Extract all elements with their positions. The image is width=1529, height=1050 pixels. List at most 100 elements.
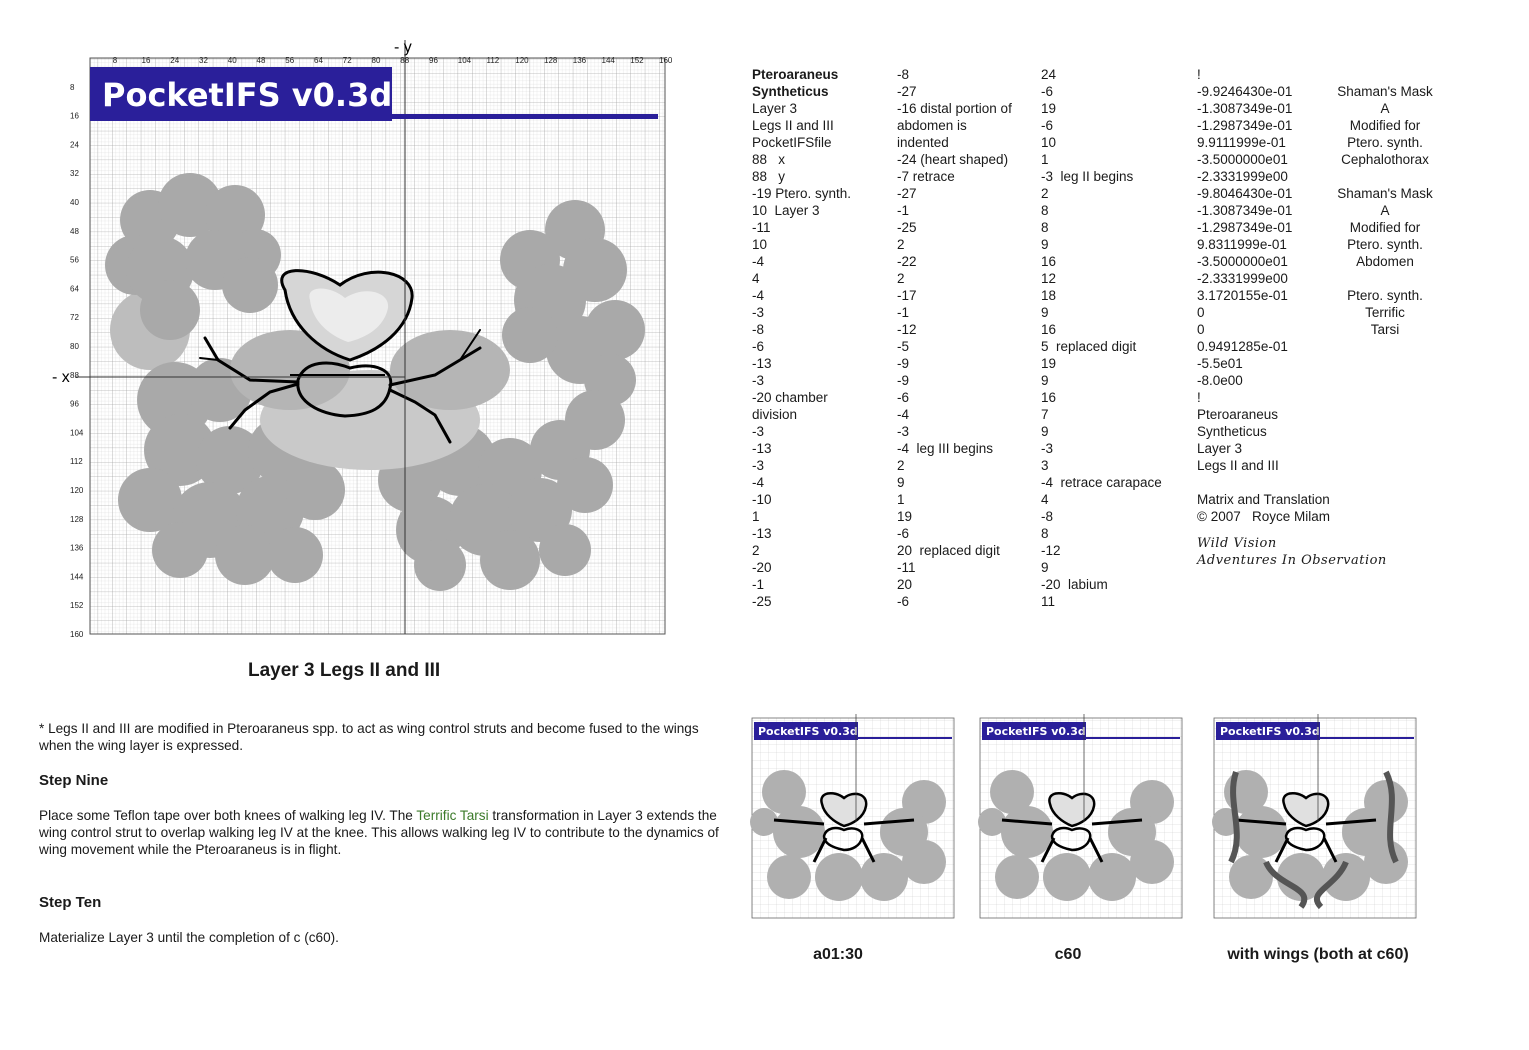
table-cell: -9 xyxy=(897,356,910,371)
table-cell: -3 xyxy=(1041,441,1054,456)
instructions: * Legs II and III are modified in Pteroa… xyxy=(39,720,719,946)
table-cell: 1 xyxy=(752,509,760,524)
y-tick-label: 112 xyxy=(70,457,83,466)
figure-caption: Layer 3 Legs II and III xyxy=(248,660,441,681)
matrix-value: -1.3087349e-01 xyxy=(1197,203,1293,218)
table-cell: -7 retrace xyxy=(897,169,955,184)
table-cell: -11 xyxy=(752,220,771,235)
matrix-value: -1.3087349e-01 xyxy=(1197,101,1293,116)
table-cell: Legs II and III xyxy=(1197,457,1487,474)
transform-name: Ptero. synth. xyxy=(1347,237,1423,252)
x-tick-label: 160 xyxy=(659,56,673,65)
brand-line-2: Adventures In Observation xyxy=(1197,553,1387,568)
matrix-value: 3.1720155e-01 xyxy=(1197,288,1288,303)
table-cell: -19 Ptero. synth. xyxy=(752,186,852,201)
y-tick-label: 32 xyxy=(70,169,79,178)
x-tick-label: 104 xyxy=(458,56,472,65)
table-cell: -4 retrace carapace xyxy=(1041,475,1162,490)
table-cell: -4 leg III begins xyxy=(897,441,994,456)
matrix-value: 0.9491285e-01 xyxy=(1197,339,1288,354)
table-column-4: ! -9.9246430e-01 Shaman's Mask -1.3087349e-… xyxy=(1197,66,1487,525)
transform-name: Ptero. synth. xyxy=(1347,135,1423,150)
x-tick-label: 56 xyxy=(285,56,294,65)
y-tick-label: 144 xyxy=(70,572,84,581)
table-cell: 11 xyxy=(1041,594,1056,609)
table-cell: Syntheticus xyxy=(752,84,829,99)
step-nine-body: Place some Teflon tape over both knees o… xyxy=(39,807,719,858)
table-cell: -13 xyxy=(752,356,772,371)
y-tick-label: 64 xyxy=(70,284,79,293)
matrix-value: -1.2987349e-01 xyxy=(1197,220,1293,235)
transform-name: A xyxy=(1380,101,1390,116)
matrix-value: -5.5e01 xyxy=(1197,356,1243,371)
step-ten-title: Step Ten xyxy=(39,894,102,911)
table-column-3: 24 -6 19 -6 10 1 -3 leg II begins 2 8 8 9 16 12 18 9 16… xyxy=(1041,66,1162,610)
neg-y-label: - y xyxy=(394,39,412,56)
table-cell: 2 xyxy=(897,458,905,473)
table-cell: ! xyxy=(1197,66,1487,83)
transform-name: Modified for xyxy=(1349,118,1421,133)
y-tick-label: 152 xyxy=(70,601,84,610)
table-cell: -1 xyxy=(752,577,765,592)
table-cell: -5.5e01 xyxy=(1197,355,1487,372)
x-tick-label: 120 xyxy=(515,56,529,65)
y-tick-label: 160 xyxy=(70,630,84,639)
matrix-value: -2.3331999e00 xyxy=(1197,271,1288,286)
table-cell: 8 xyxy=(1041,220,1049,235)
table-cell: Layer 3 xyxy=(1197,440,1487,457)
table-cell: Pteroaraneus xyxy=(752,67,839,82)
table-cell: 10 xyxy=(1041,135,1057,150)
x-tick-label: 136 xyxy=(573,56,587,65)
y-tick-label: 72 xyxy=(70,313,79,322)
table-cell: -3 xyxy=(752,373,765,388)
table-cell: -1.2987349e-01 Modified for xyxy=(1197,117,1487,134)
transform-name: Shaman's Mask xyxy=(1337,186,1433,201)
neg-x-label: - x xyxy=(52,369,70,386)
table-cell: 2 xyxy=(897,271,905,286)
matrix-value: 9.9111999e-01 xyxy=(1197,135,1286,150)
table-cell: -3 xyxy=(897,424,910,439)
y-tick-label: 56 xyxy=(70,256,79,265)
table-cell: Matrix and Translation xyxy=(1197,491,1487,508)
table-cell: -3 xyxy=(752,305,765,320)
y-tick-label: 88 xyxy=(70,371,79,380)
y-tick-label: 48 xyxy=(70,227,79,236)
y-tick-label: 16 xyxy=(70,112,79,121)
table-cell: -22 xyxy=(897,254,917,269)
table-cell: 8 xyxy=(1041,203,1049,218)
table-cell: 5 replaced digit xyxy=(1041,339,1137,354)
matrix-value: Legs II and III xyxy=(1197,458,1279,473)
table-cell: -3 xyxy=(752,424,765,439)
table-column-2: -8 -27 -16 distal portion of abdomen is inde… xyxy=(897,66,1012,610)
y-tick-label: 8 xyxy=(70,83,75,92)
table-cell: 3 xyxy=(1041,458,1049,473)
table-cell: -11 xyxy=(897,560,916,575)
table-cell: -1 xyxy=(897,305,910,320)
brand-line-1: Wild Vision xyxy=(1197,536,1277,551)
table-cell: -4 xyxy=(752,254,765,269)
matrix-value: Syntheticus xyxy=(1197,424,1267,439)
y-tick-label: 80 xyxy=(70,342,79,351)
thumbnail-c60: PocketIFS v0.3d xyxy=(972,712,1184,922)
fractal-plot: 8 16 24 32 40 48 56 64 72 80 88 96 104 112 120 128 136 14… xyxy=(52,39,673,639)
table-cell: -16 distal portion of xyxy=(897,101,1012,116)
table-cell: -9 xyxy=(897,373,910,388)
table-cell: 9 xyxy=(1041,305,1049,320)
matrix-value: ! xyxy=(1197,390,1201,405)
table-cell: -9.8046430e-01 Shaman's Mask xyxy=(1197,185,1487,202)
table-cell: 16 xyxy=(1041,390,1057,405)
table-cell: 1 xyxy=(897,492,905,507)
thumbnail-a0130: PocketIFS v0.3d xyxy=(744,712,956,922)
x-tick-label: 48 xyxy=(257,56,266,65)
transform-name: Terrific xyxy=(1365,305,1405,320)
table-cell: -3.5000000e01 Abdomen xyxy=(1197,253,1487,270)
table-cell: 0 Tarsi xyxy=(1197,321,1487,338)
table-cell: -3.5000000e01 Cephalothorax xyxy=(1197,151,1487,168)
table-cell: -27 xyxy=(897,186,917,201)
table-cell: -2.3331999e00 xyxy=(1197,168,1487,185)
table-cell: -1.3087349e-01 A xyxy=(1197,100,1487,117)
table-cell: 9 xyxy=(1041,560,1049,575)
table-cell: 3.1720155e-01 Ptero. synth. xyxy=(1197,287,1487,304)
table-cell: -8 xyxy=(897,67,910,82)
matrix-value: 0 xyxy=(1197,305,1205,320)
